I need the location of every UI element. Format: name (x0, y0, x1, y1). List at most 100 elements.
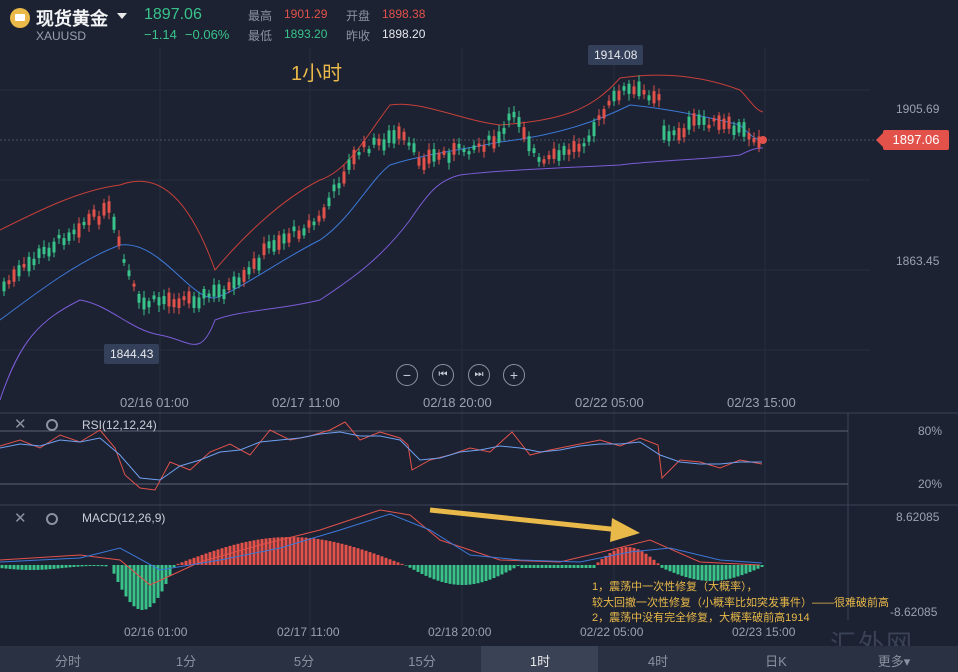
macd-bar (452, 565, 456, 585)
tab-more[interactable]: 更多▾ (877, 654, 911, 669)
macd-bar (684, 565, 688, 578)
candle-body (477, 143, 481, 147)
candle-body (62, 238, 66, 246)
tab-4h[interactable]: 4时 (647, 654, 669, 669)
macd-bar (500, 565, 504, 575)
macd-bar (176, 563, 180, 565)
macd-bar (200, 554, 204, 565)
macd-bar (160, 565, 164, 592)
candle-body (257, 257, 261, 271)
candle-body (252, 258, 256, 269)
candle-body (127, 270, 131, 277)
macd-bar (756, 565, 760, 569)
prev-button[interactable]: ⏮ (432, 364, 454, 386)
candle-body (697, 114, 701, 126)
macd-x-label: 02/23 15:00 (732, 625, 796, 639)
active-tab-bg (481, 646, 598, 672)
candle-body (272, 240, 276, 252)
chart-canvas[interactable] (0, 0, 958, 646)
macd-bar (320, 539, 324, 565)
macd-bar (488, 565, 492, 580)
candle-body (282, 233, 286, 244)
macd-bar (72, 565, 76, 567)
candle-body (412, 143, 416, 153)
candle-body (247, 267, 251, 275)
candle-body (562, 146, 566, 155)
macd-bar (624, 547, 628, 565)
macd-bar (552, 565, 556, 568)
tab-minute[interactable]: 分时 (54, 654, 81, 669)
candle-body (227, 282, 231, 290)
close-icon[interactable]: ✕ (14, 510, 27, 527)
macd-bar (700, 565, 704, 581)
macd-bar (28, 565, 32, 570)
macd-bar (24, 565, 28, 570)
candle-body (627, 83, 631, 94)
close-icon[interactable]: ✕ (14, 416, 27, 433)
macd-bar (576, 565, 580, 568)
candle-body (732, 125, 736, 136)
zoom-in-button[interactable]: + (503, 364, 525, 386)
candle-body (327, 197, 331, 207)
current-price-tag: 1897.06 (876, 130, 949, 150)
macd-bar (472, 565, 476, 585)
candle-body (532, 148, 536, 153)
candle-body (502, 127, 506, 134)
macd-bar (712, 565, 716, 581)
macd-bar (188, 559, 192, 565)
candle-body (102, 202, 106, 216)
macd-bar (4, 565, 8, 569)
candle-body (677, 127, 681, 141)
macd-bar (612, 550, 616, 565)
chevron-down-icon[interactable] (117, 13, 127, 19)
tab-5m[interactable]: 5分 (293, 654, 315, 669)
candle-body (692, 113, 696, 126)
candle-body (507, 113, 511, 121)
candle-body (167, 292, 171, 307)
macd-bar (0, 565, 4, 569)
gear-icon[interactable] (46, 513, 58, 525)
candle-body (197, 297, 201, 309)
macd-bar (272, 537, 276, 565)
macd-bar (432, 565, 436, 580)
tab-15m[interactable]: 15分 (408, 654, 436, 669)
candle-body (52, 241, 56, 253)
tab-daily[interactable]: 日K (765, 654, 787, 669)
macd-bar (388, 559, 392, 565)
macd-bar (456, 565, 460, 585)
zoom-out-button[interactable]: − (396, 364, 418, 386)
macd-bar (656, 563, 660, 565)
macd-bar (284, 537, 288, 565)
macd-bar (240, 542, 244, 565)
candle-body (382, 139, 386, 151)
macd-bar (56, 565, 60, 569)
candle-body (452, 143, 456, 155)
next-button[interactable]: ⏭ (468, 364, 490, 386)
macd-bar (88, 565, 92, 567)
tab-1m[interactable]: 1分 (175, 654, 197, 669)
macd-bar (132, 565, 136, 607)
x-axis-label: 02/16 01:00 (120, 395, 189, 410)
macd-bar (140, 565, 144, 610)
candle-body (582, 143, 586, 147)
candle-body (147, 301, 151, 308)
tab-1h[interactable]: 1时 (529, 654, 551, 669)
macd-bar (732, 565, 736, 578)
macd-bar (148, 565, 152, 608)
macd-bar (324, 540, 328, 565)
macd-bar (672, 565, 676, 573)
instrument-title[interactable]: 现货黄金 (36, 9, 108, 29)
macd-bar (264, 538, 268, 565)
macd-bar (120, 565, 124, 590)
gear-icon[interactable] (46, 419, 58, 431)
candle-body (187, 291, 191, 304)
candle-body (82, 221, 86, 226)
candle-body (67, 232, 71, 241)
macd-bar (368, 552, 372, 565)
candle-body (362, 141, 366, 148)
macd-bar (364, 550, 368, 565)
candle-body (37, 248, 41, 258)
candle-body (347, 159, 351, 170)
macd-bar (528, 565, 532, 568)
macd-bar (664, 565, 668, 570)
